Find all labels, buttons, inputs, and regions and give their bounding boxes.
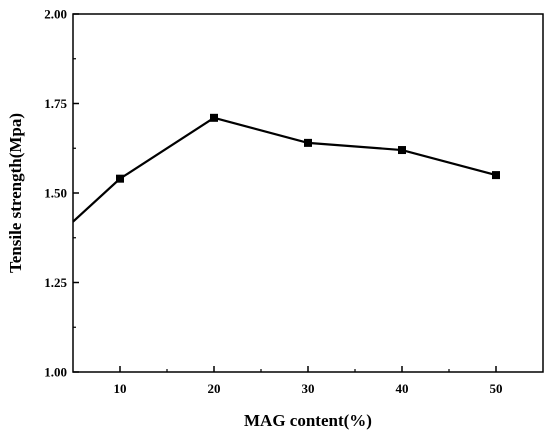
data-point (398, 146, 406, 155)
y-tick-label: 1.00 (44, 365, 67, 380)
y-tick-label: 1.50 (44, 186, 67, 201)
y-axis: 1.00 1.25 1.50 1.75 2.00 (44, 7, 79, 380)
data-point (210, 113, 218, 122)
x-tick-label: 10 (114, 381, 127, 396)
data-point (116, 174, 124, 183)
series-group (72, 113, 500, 223)
x-axis-title: MAG content(%) (244, 411, 372, 430)
y-tick-label: 1.25 (44, 275, 67, 290)
y-tick-label: 1.75 (44, 96, 67, 111)
data-point (304, 138, 312, 147)
y-tick-label: 2.00 (44, 7, 67, 22)
x-tick-label: 50 (490, 381, 503, 396)
x-tick-label: 40 (396, 381, 409, 396)
data-point (492, 171, 500, 180)
plot-border (72, 13, 544, 373)
x-tick-label: 20 (208, 381, 221, 396)
x-tick-label: 30 (302, 381, 315, 396)
series-line (72, 116, 497, 223)
x-axis: 10 20 30 40 50 (114, 366, 503, 396)
plot-area (72, 13, 544, 373)
y-axis-title: Tensile strength(Mpa) (6, 113, 25, 273)
